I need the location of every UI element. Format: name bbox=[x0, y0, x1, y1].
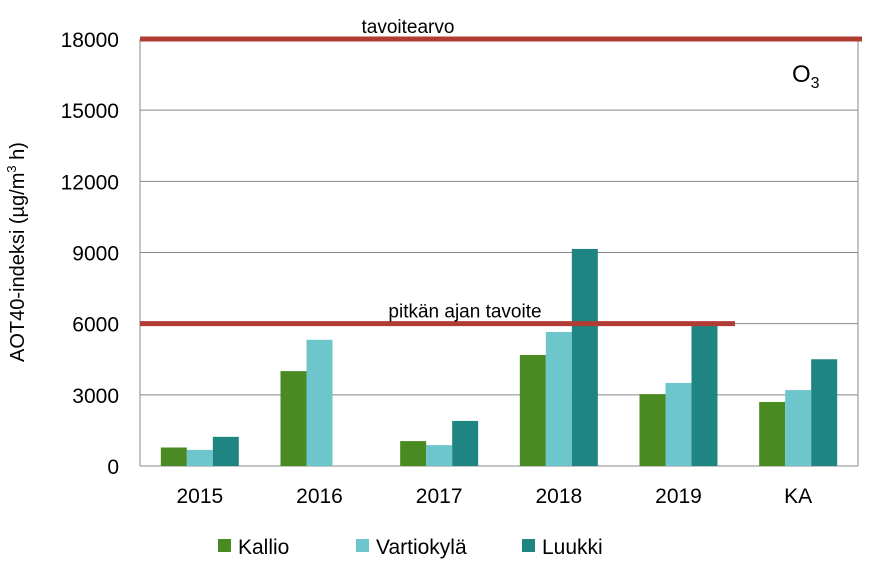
y-tick-label: 3000 bbox=[72, 385, 119, 408]
y-axis-label: AOT40-indeksi (µg/m3 h) bbox=[4, 142, 29, 362]
bar-luukki bbox=[571, 248, 598, 466]
legend-label: Kallio bbox=[238, 536, 289, 559]
legend-label: Vartiokylä bbox=[376, 536, 467, 559]
y-tick-label: 18000 bbox=[61, 29, 119, 52]
y-tick-label: 0 bbox=[107, 456, 119, 479]
legend-label: Luukki bbox=[542, 536, 603, 559]
bar-luukki bbox=[691, 323, 718, 466]
y-tick-label: 9000 bbox=[72, 243, 119, 266]
bar-kallio bbox=[759, 401, 786, 466]
bar-vartiokylä bbox=[186, 449, 213, 466]
reference-line-label: tavoitearvo bbox=[362, 17, 455, 38]
x-tick-label: 2015 bbox=[176, 485, 223, 508]
y-tick-label: 12000 bbox=[61, 171, 119, 194]
y-tick-label: 6000 bbox=[72, 314, 119, 337]
bar-kallio bbox=[639, 394, 666, 466]
bar-vartiokylä bbox=[306, 339, 333, 466]
bar-luukki bbox=[811, 359, 838, 466]
legend-swatch bbox=[356, 539, 369, 552]
ozone-label: O3 bbox=[792, 61, 820, 92]
bar-kallio bbox=[519, 354, 546, 466]
bar-kallio bbox=[280, 371, 307, 466]
bar-vartiokylä bbox=[545, 331, 572, 466]
legend-swatch bbox=[218, 539, 231, 552]
bar-kallio bbox=[400, 441, 427, 466]
x-tick-label: 2019 bbox=[655, 485, 702, 508]
bar-luukki bbox=[452, 420, 479, 466]
x-tick-label: 2018 bbox=[535, 485, 582, 508]
y-tick-label: 15000 bbox=[61, 100, 119, 123]
x-tick-label: 2016 bbox=[296, 485, 343, 508]
x-tick-label: KA bbox=[784, 485, 812, 508]
bar-vartiokylä bbox=[426, 445, 453, 466]
bar-kallio bbox=[160, 447, 187, 466]
reference-line-label: pitkän ajan tavoite bbox=[388, 302, 541, 323]
bar-vartiokylä bbox=[665, 382, 692, 466]
bar-vartiokylä bbox=[785, 390, 812, 466]
legend-swatch bbox=[522, 539, 535, 552]
x-tick-label: 2017 bbox=[416, 485, 463, 508]
bar-luukki bbox=[212, 436, 239, 466]
